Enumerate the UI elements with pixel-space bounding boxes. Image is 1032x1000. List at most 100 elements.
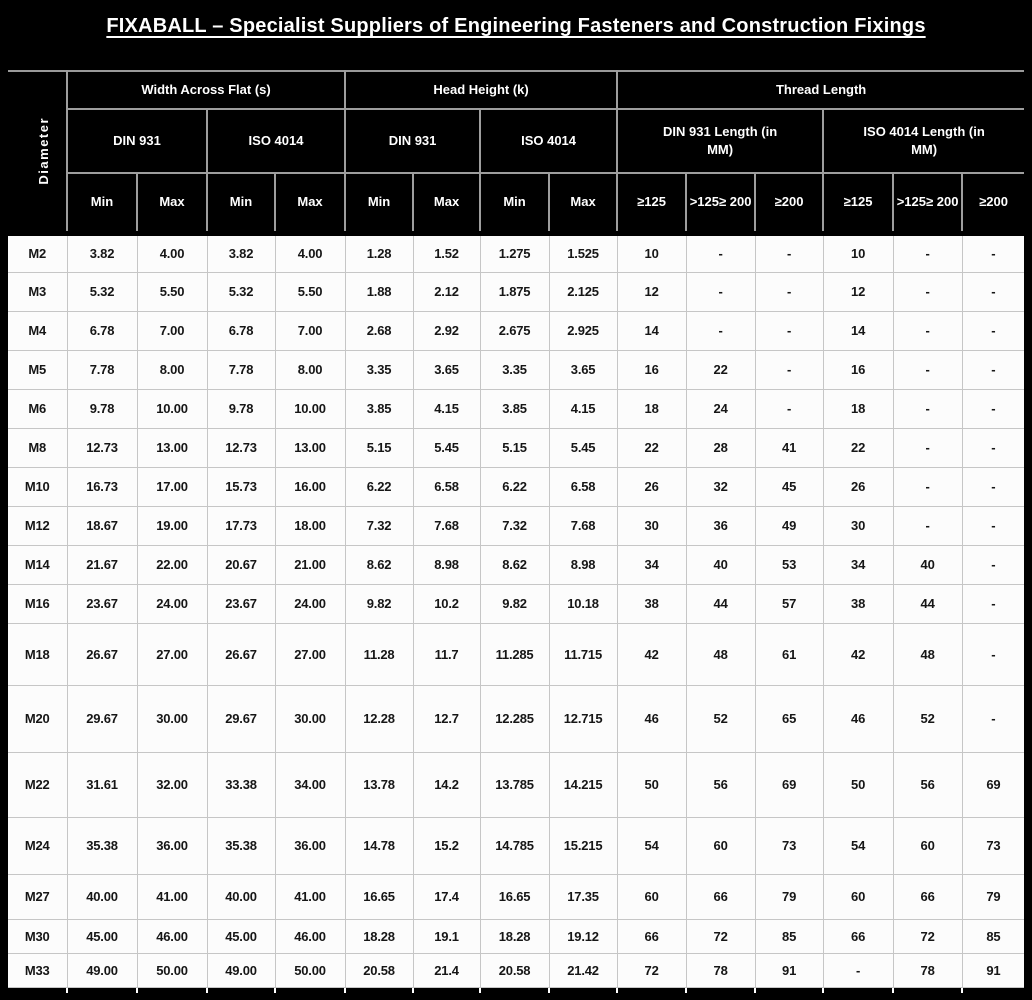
value-cell: 1.875 <box>479 271 550 312</box>
value-cell: 16.65 <box>344 873 414 920</box>
value-cell: 13.00 <box>136 427 208 468</box>
border-tick <box>206 987 208 993</box>
value-cell: - <box>754 271 824 312</box>
value-cell: 17.35 <box>548 873 618 920</box>
value-cell: 73 <box>754 816 824 875</box>
value-cell: 10.2 <box>412 583 481 624</box>
value-cell: 49 <box>754 505 824 546</box>
value-cell: 18.28 <box>479 918 550 954</box>
border-tick <box>274 987 276 993</box>
value-cell: 14.78 <box>344 816 414 875</box>
value-cell: 3.85 <box>344 388 414 429</box>
diameter-cell: M10 <box>8 466 68 507</box>
standard-header-tl-iso4014-length: ISO 4014 Length (in MM) <box>822 108 1025 174</box>
value-cell: - <box>892 310 963 351</box>
value-cell: 5.50 <box>274 271 346 312</box>
value-cell: 6.78 <box>206 310 276 351</box>
value-cell: 8.00 <box>136 349 208 390</box>
value-cell: - <box>892 466 963 507</box>
border-tick <box>136 987 138 993</box>
diameter-cell: M30 <box>8 918 68 954</box>
value-cell: 22 <box>685 349 756 390</box>
value-cell: 3.65 <box>548 349 618 390</box>
value-cell: 22.00 <box>136 544 208 585</box>
value-cell: 50.00 <box>274 952 346 988</box>
value-cell: 19.00 <box>136 505 208 546</box>
value-cell: 10 <box>616 232 687 273</box>
value-cell: 26 <box>616 466 687 507</box>
value-cell: 5.15 <box>479 427 550 468</box>
value-cell: 16 <box>616 349 687 390</box>
value-cell: 16 <box>822 349 894 390</box>
value-cell: 7.00 <box>136 310 208 351</box>
value-cell: 8.62 <box>344 544 414 585</box>
value-cell: 3.35 <box>479 349 550 390</box>
diameter-column-header: Diameter <box>8 71 68 236</box>
value-cell: 2.125 <box>548 271 618 312</box>
value-cell: 14.2 <box>412 751 481 818</box>
value-cell: 3.85 <box>479 388 550 429</box>
diameter-cell: M12 <box>8 505 68 546</box>
diameter-cell: M4 <box>8 310 68 351</box>
value-cell: 7.68 <box>412 505 481 546</box>
border-tick <box>961 987 963 993</box>
table-bottom-border <box>8 987 1024 998</box>
value-cell: - <box>961 232 1025 273</box>
value-cell: 20.58 <box>479 952 550 988</box>
value-cell: 4.15 <box>412 388 481 429</box>
value-cell: 30.00 <box>136 684 208 753</box>
value-cell: 35.38 <box>66 816 138 875</box>
value-cell: 2.12 <box>412 271 481 312</box>
col-header-length-ge200: ≥200 <box>961 172 1025 236</box>
value-cell: 29.67 <box>66 684 138 753</box>
value-cell: 78 <box>892 952 963 988</box>
value-cell: 21.4 <box>412 952 481 988</box>
value-cell: 3.82 <box>206 232 276 273</box>
table-row: M14 21.67 22.00 20.67 21.00 8.62 8.98 8.62 8.98 3… <box>8 544 1025 585</box>
value-cell: 14 <box>822 310 894 351</box>
diameter-cell: M27 <box>8 873 68 920</box>
value-cell: 10.00 <box>136 388 208 429</box>
value-cell: 12 <box>822 271 894 312</box>
value-cell: 12.285 <box>479 684 550 753</box>
value-cell: - <box>961 388 1025 429</box>
value-cell: - <box>961 466 1025 507</box>
diameter-cell: M14 <box>8 544 68 585</box>
value-cell: 19.12 <box>548 918 618 954</box>
value-cell: 66 <box>616 918 687 954</box>
value-cell: 1.52 <box>412 232 481 273</box>
value-cell: 36.00 <box>274 816 346 875</box>
value-cell: 7.32 <box>479 505 550 546</box>
value-cell: 69 <box>961 751 1025 818</box>
value-cell: 33.38 <box>206 751 276 818</box>
value-cell: 57 <box>754 583 824 624</box>
col-header-min: Min <box>479 172 551 236</box>
header-row-columns: Min Max Min Max Min Max Min Max ≥125 >12… <box>8 172 1025 236</box>
value-cell: 48 <box>685 622 756 686</box>
diameter-cell: M18 <box>8 622 68 686</box>
value-cell: 50 <box>822 751 894 818</box>
value-cell: 31.61 <box>66 751 138 818</box>
diameter-cell: M6 <box>8 388 68 429</box>
value-cell: 23.67 <box>206 583 276 624</box>
value-cell: 1.88 <box>344 271 414 312</box>
col-header-max: Max <box>548 172 619 236</box>
value-cell: 65 <box>754 684 824 753</box>
border-tick <box>892 987 894 993</box>
value-cell: 60 <box>892 816 963 875</box>
value-cell: 12.715 <box>548 684 618 753</box>
border-tick <box>822 987 824 993</box>
value-cell: 5.45 <box>412 427 481 468</box>
value-cell: 10.18 <box>548 583 618 624</box>
value-cell: 30 <box>616 505 687 546</box>
table-row: M12 18.67 19.00 17.73 18.00 7.32 7.68 7.32 7.68 3… <box>8 505 1025 546</box>
value-cell: 3.35 <box>344 349 414 390</box>
value-cell: 1.28 <box>344 232 414 273</box>
value-cell: 21.42 <box>548 952 618 988</box>
col-header-min: Min <box>344 172 415 236</box>
value-cell: 66 <box>685 873 756 920</box>
value-cell: 8.98 <box>548 544 618 585</box>
value-cell: 36.00 <box>136 816 208 875</box>
border-tick <box>685 987 687 993</box>
value-cell: 41.00 <box>136 873 208 920</box>
